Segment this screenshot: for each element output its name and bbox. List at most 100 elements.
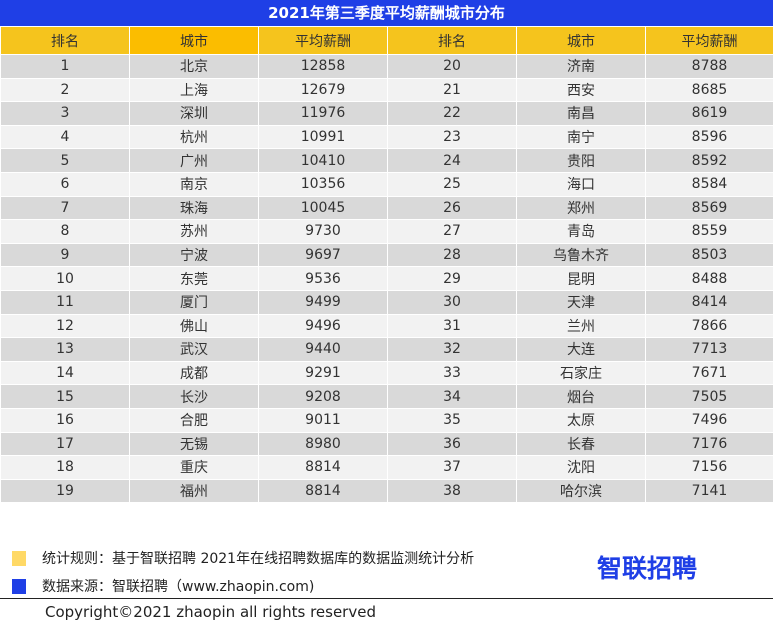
right-salary-cell: 7176 <box>645 431 773 457</box>
right-city-cell: 海口 <box>516 171 646 197</box>
right-city-cell: 西安 <box>516 77 646 103</box>
left-city-cell: 长沙 <box>129 384 259 409</box>
left-city-cell: 珠海 <box>129 195 259 221</box>
left-city-cell: 福州 <box>129 478 259 504</box>
right-city-cell: 昆明 <box>516 266 646 291</box>
right-rank-cell: 34 <box>387 384 517 409</box>
left-rank-cell: 16 <box>0 407 130 433</box>
right-rank-cell: 23 <box>387 124 517 150</box>
zhaopin-logo: 智联招聘 <box>597 554 698 583</box>
left-city-cell: 厦门 <box>129 289 259 315</box>
table-row: 1 北京 12858 20 济南 8788 <box>0 54 773 79</box>
table-row: 19 福州 8814 38 哈尔滨 7141 <box>0 478 773 504</box>
right-city-cell: 青岛 <box>516 219 646 244</box>
table-row: 2 上海 12679 21 西安 8685 <box>0 77 773 103</box>
right-city-cell: 长春 <box>516 431 646 457</box>
left-city-cell: 宁波 <box>129 242 259 268</box>
right-salary-cell: 7505 <box>645 384 773 409</box>
right-city-cell: 哈尔滨 <box>516 478 646 504</box>
left-city-cell: 无锡 <box>129 431 259 457</box>
left-salary-cell: 10356 <box>258 171 388 197</box>
left-rank-cell: 4 <box>0 124 130 150</box>
right-city-cell: 乌鲁木齐 <box>516 242 646 268</box>
table-row: 5 广州 10410 24 贵阳 8592 <box>0 148 773 173</box>
table-row: 16 合肥 9011 35 太原 7496 <box>0 407 773 433</box>
left-city-cell: 武汉 <box>129 337 259 362</box>
left-rank-cell: 14 <box>0 360 130 386</box>
right-rank-cell: 20 <box>387 54 517 79</box>
table-row: 9 宁波 9697 28 乌鲁木齐 8503 <box>0 242 773 268</box>
copyright-text: Copyright©2021 zhaopin all rights reserv… <box>45 603 376 621</box>
left-salary-cell: 12679 <box>258 77 388 103</box>
left-salary-cell: 9730 <box>258 219 388 244</box>
right-rank-cell: 21 <box>387 77 517 103</box>
right-rank-cell: 26 <box>387 195 517 221</box>
right-rank-cell: 33 <box>387 360 517 386</box>
right-rank-cell: 31 <box>387 313 517 339</box>
left-salary-cell: 10410 <box>258 148 388 173</box>
left-city-cell: 佛山 <box>129 313 259 339</box>
left-salary-cell: 8814 <box>258 455 388 480</box>
right-city-cell: 天津 <box>516 289 646 315</box>
left-salary-cell: 9440 <box>258 337 388 362</box>
left-city-cell: 苏州 <box>129 219 259 244</box>
right-salary-cell: 8584 <box>645 171 773 197</box>
right-city-cell: 沈阳 <box>516 455 646 480</box>
right-rank-cell: 38 <box>387 478 517 504</box>
right-rank-cell: 36 <box>387 431 517 457</box>
right-city-cell: 大连 <box>516 337 646 362</box>
footer-divider <box>0 598 773 599</box>
right-city-cell: 石家庄 <box>516 360 646 386</box>
table-row: 6 南京 10356 25 海口 8584 <box>0 171 773 197</box>
legend-source: 数据来源：智联招聘（www.zhaopin.com) <box>12 576 314 596</box>
legend-source-text: 数据来源：智联招聘（www.zhaopin.com) <box>42 579 315 595</box>
right-rank-cell: 25 <box>387 171 517 197</box>
left-salary-cell: 8814 <box>258 478 388 504</box>
right-rank-cell: 30 <box>387 289 517 315</box>
right-rank-cell: 27 <box>387 219 517 244</box>
left-rank-cell: 2 <box>0 77 130 103</box>
header-rank-left: 排名 <box>0 26 130 55</box>
right-salary-cell: 7156 <box>645 455 773 480</box>
right-city-cell: 济南 <box>516 54 646 79</box>
header-salary-right: 平均薪酬 <box>645 26 773 55</box>
header-row: 排名 城市 平均薪酬 排名 城市 平均薪酬 <box>0 26 773 55</box>
left-city-cell: 成都 <box>129 360 259 386</box>
right-salary-cell: 8788 <box>645 54 773 79</box>
left-city-cell: 重庆 <box>129 455 259 480</box>
left-rank-cell: 1 <box>0 54 130 79</box>
left-city-cell: 深圳 <box>129 101 259 126</box>
left-rank-cell: 12 <box>0 313 130 339</box>
left-rank-cell: 11 <box>0 289 130 315</box>
left-salary-cell: 11976 <box>258 101 388 126</box>
left-rank-cell: 9 <box>0 242 130 268</box>
left-salary-cell: 12858 <box>258 54 388 79</box>
left-city-cell: 南京 <box>129 171 259 197</box>
left-salary-cell: 9291 <box>258 360 388 386</box>
right-rank-cell: 37 <box>387 455 517 480</box>
right-salary-cell: 7713 <box>645 337 773 362</box>
right-rank-cell: 28 <box>387 242 517 268</box>
header-city-left: 城市 <box>129 26 259 55</box>
right-salary-cell: 7141 <box>645 478 773 504</box>
table-row: 18 重庆 8814 37 沈阳 7156 <box>0 455 773 480</box>
right-salary-cell: 8414 <box>645 289 773 315</box>
yellow-square-icon <box>12 550 26 566</box>
right-city-cell: 南宁 <box>516 124 646 150</box>
right-salary-cell: 8685 <box>645 77 773 103</box>
right-city-cell: 贵阳 <box>516 148 646 173</box>
header-city-right: 城市 <box>516 26 646 55</box>
table-row: 7 珠海 10045 26 郑州 8569 <box>0 195 773 221</box>
right-city-cell: 南昌 <box>516 101 646 126</box>
table-row: 15 长沙 9208 34 烟台 7505 <box>0 384 773 409</box>
left-rank-cell: 7 <box>0 195 130 221</box>
left-salary-cell: 9536 <box>258 266 388 291</box>
legend-rule: 统计规则：基于智联招聘 2021年在线招聘数据库的数据监测统计分析 <box>12 548 474 568</box>
table-row: 17 无锡 8980 36 长春 7176 <box>0 431 773 457</box>
left-rank-cell: 3 <box>0 101 130 126</box>
header-rank-right: 排名 <box>387 26 517 55</box>
table-title: 2021年第三季度平均薪酬城市分布 <box>0 0 773 26</box>
left-city-cell: 北京 <box>129 54 259 79</box>
right-city-cell: 兰州 <box>516 313 646 339</box>
right-salary-cell: 8596 <box>645 124 773 150</box>
